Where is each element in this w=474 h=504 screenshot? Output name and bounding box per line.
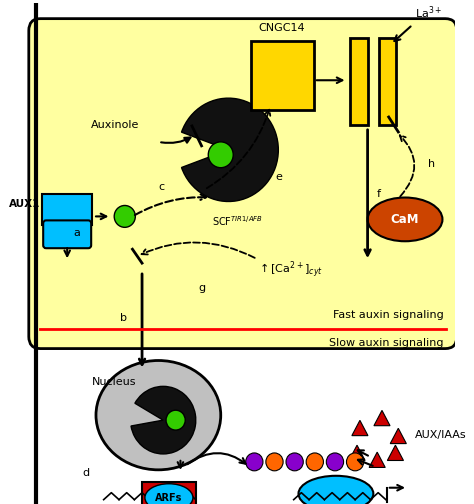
Circle shape	[114, 206, 135, 227]
Text: Nucleus: Nucleus	[92, 377, 137, 388]
Polygon shape	[349, 445, 365, 461]
Polygon shape	[390, 428, 406, 444]
Bar	[350, 37, 368, 125]
Text: CaM: CaM	[391, 213, 419, 226]
Text: CNGC14: CNGC14	[259, 23, 305, 33]
Polygon shape	[374, 410, 390, 426]
Polygon shape	[352, 420, 368, 435]
Wedge shape	[182, 98, 278, 202]
Text: AUX/IAAs: AUX/IAAs	[415, 430, 466, 440]
Circle shape	[306, 453, 323, 471]
FancyBboxPatch shape	[29, 19, 457, 349]
Text: e: e	[275, 172, 282, 181]
Circle shape	[346, 453, 364, 471]
Text: La$^{3+}$: La$^{3+}$	[415, 4, 442, 21]
Polygon shape	[369, 452, 385, 467]
Ellipse shape	[145, 484, 193, 504]
Circle shape	[266, 453, 283, 471]
Text: SCF$^{TIR1/AFB}$: SCF$^{TIR1/AFB}$	[212, 214, 264, 228]
Text: g: g	[198, 283, 205, 293]
Text: Auxinole: Auxinole	[91, 120, 139, 130]
Polygon shape	[387, 445, 403, 461]
Wedge shape	[131, 387, 196, 454]
Text: Fast auxin signaling: Fast auxin signaling	[333, 310, 443, 320]
Text: f: f	[377, 188, 381, 199]
Circle shape	[166, 410, 185, 430]
FancyBboxPatch shape	[43, 220, 91, 248]
Ellipse shape	[299, 476, 374, 504]
Text: ARFs: ARFs	[155, 492, 182, 502]
Circle shape	[208, 142, 233, 168]
Circle shape	[326, 453, 344, 471]
Ellipse shape	[96, 360, 221, 470]
Text: b: b	[120, 313, 127, 323]
Text: $\uparrow$[Ca$^{2+}$]$_{cyt}$: $\uparrow$[Ca$^{2+}$]$_{cyt}$	[257, 259, 323, 280]
Ellipse shape	[368, 198, 442, 241]
Text: Slow auxin signaling: Slow auxin signaling	[329, 338, 443, 348]
Bar	[0, 341, 455, 503]
Bar	[379, 37, 396, 125]
Bar	[142, 482, 196, 504]
Text: h: h	[428, 159, 436, 169]
Text: c: c	[158, 181, 164, 192]
Text: a: a	[73, 228, 80, 238]
Circle shape	[246, 453, 263, 471]
Text: AUX1: AUX1	[9, 200, 40, 210]
Bar	[251, 40, 314, 110]
Circle shape	[286, 453, 303, 471]
Bar	[42, 194, 92, 225]
Text: d: d	[83, 468, 90, 478]
